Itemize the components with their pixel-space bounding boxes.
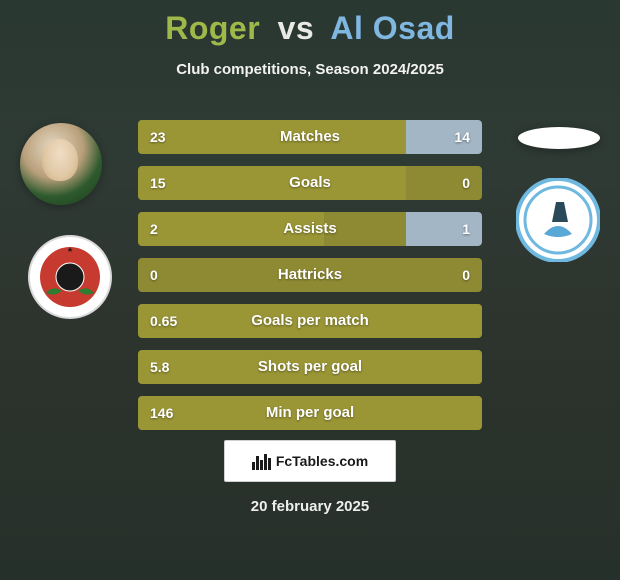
stat-label: Assists <box>138 212 482 246</box>
title-player-right: Al Osad <box>330 10 454 46</box>
stat-label: Min per goal <box>138 396 482 430</box>
title-vs: vs <box>278 10 315 46</box>
stat-row: 150Goals <box>138 166 482 200</box>
stat-row: 0.65Goals per match <box>138 304 482 338</box>
stat-row: 2314Matches <box>138 120 482 154</box>
date-label: 20 february 2025 <box>0 498 620 515</box>
chart-icon <box>252 452 270 470</box>
player-left-avatar <box>20 123 102 205</box>
stat-row: 146Min per goal <box>138 396 482 430</box>
stat-label: Goals per match <box>138 304 482 338</box>
club-badge-left <box>28 235 112 319</box>
stat-row: 21Assists <box>138 212 482 246</box>
player-right-avatar <box>518 127 600 149</box>
stat-label: Matches <box>138 120 482 154</box>
stat-label: Goals <box>138 166 482 200</box>
brand-label: FcTables.com <box>276 453 368 469</box>
infographic-container: Roger vs Al Osad Club competitions, Seas… <box>0 0 620 580</box>
stat-label: Shots per goal <box>138 350 482 384</box>
subtitle: Club competitions, Season 2024/2025 <box>0 61 620 78</box>
brand-badge: FcTables.com <box>224 440 396 482</box>
club-badge-right <box>516 178 600 262</box>
stats-panel: 2314Matches 150Goals 21Assists 00Hattricks 0… <box>138 120 482 442</box>
stat-label: Hattricks <box>138 258 482 292</box>
page-title: Roger vs Al Osad <box>0 10 620 47</box>
stat-row: 00Hattricks <box>138 258 482 292</box>
stat-row: 5.8Shots per goal <box>138 350 482 384</box>
title-player-left: Roger <box>165 10 260 46</box>
